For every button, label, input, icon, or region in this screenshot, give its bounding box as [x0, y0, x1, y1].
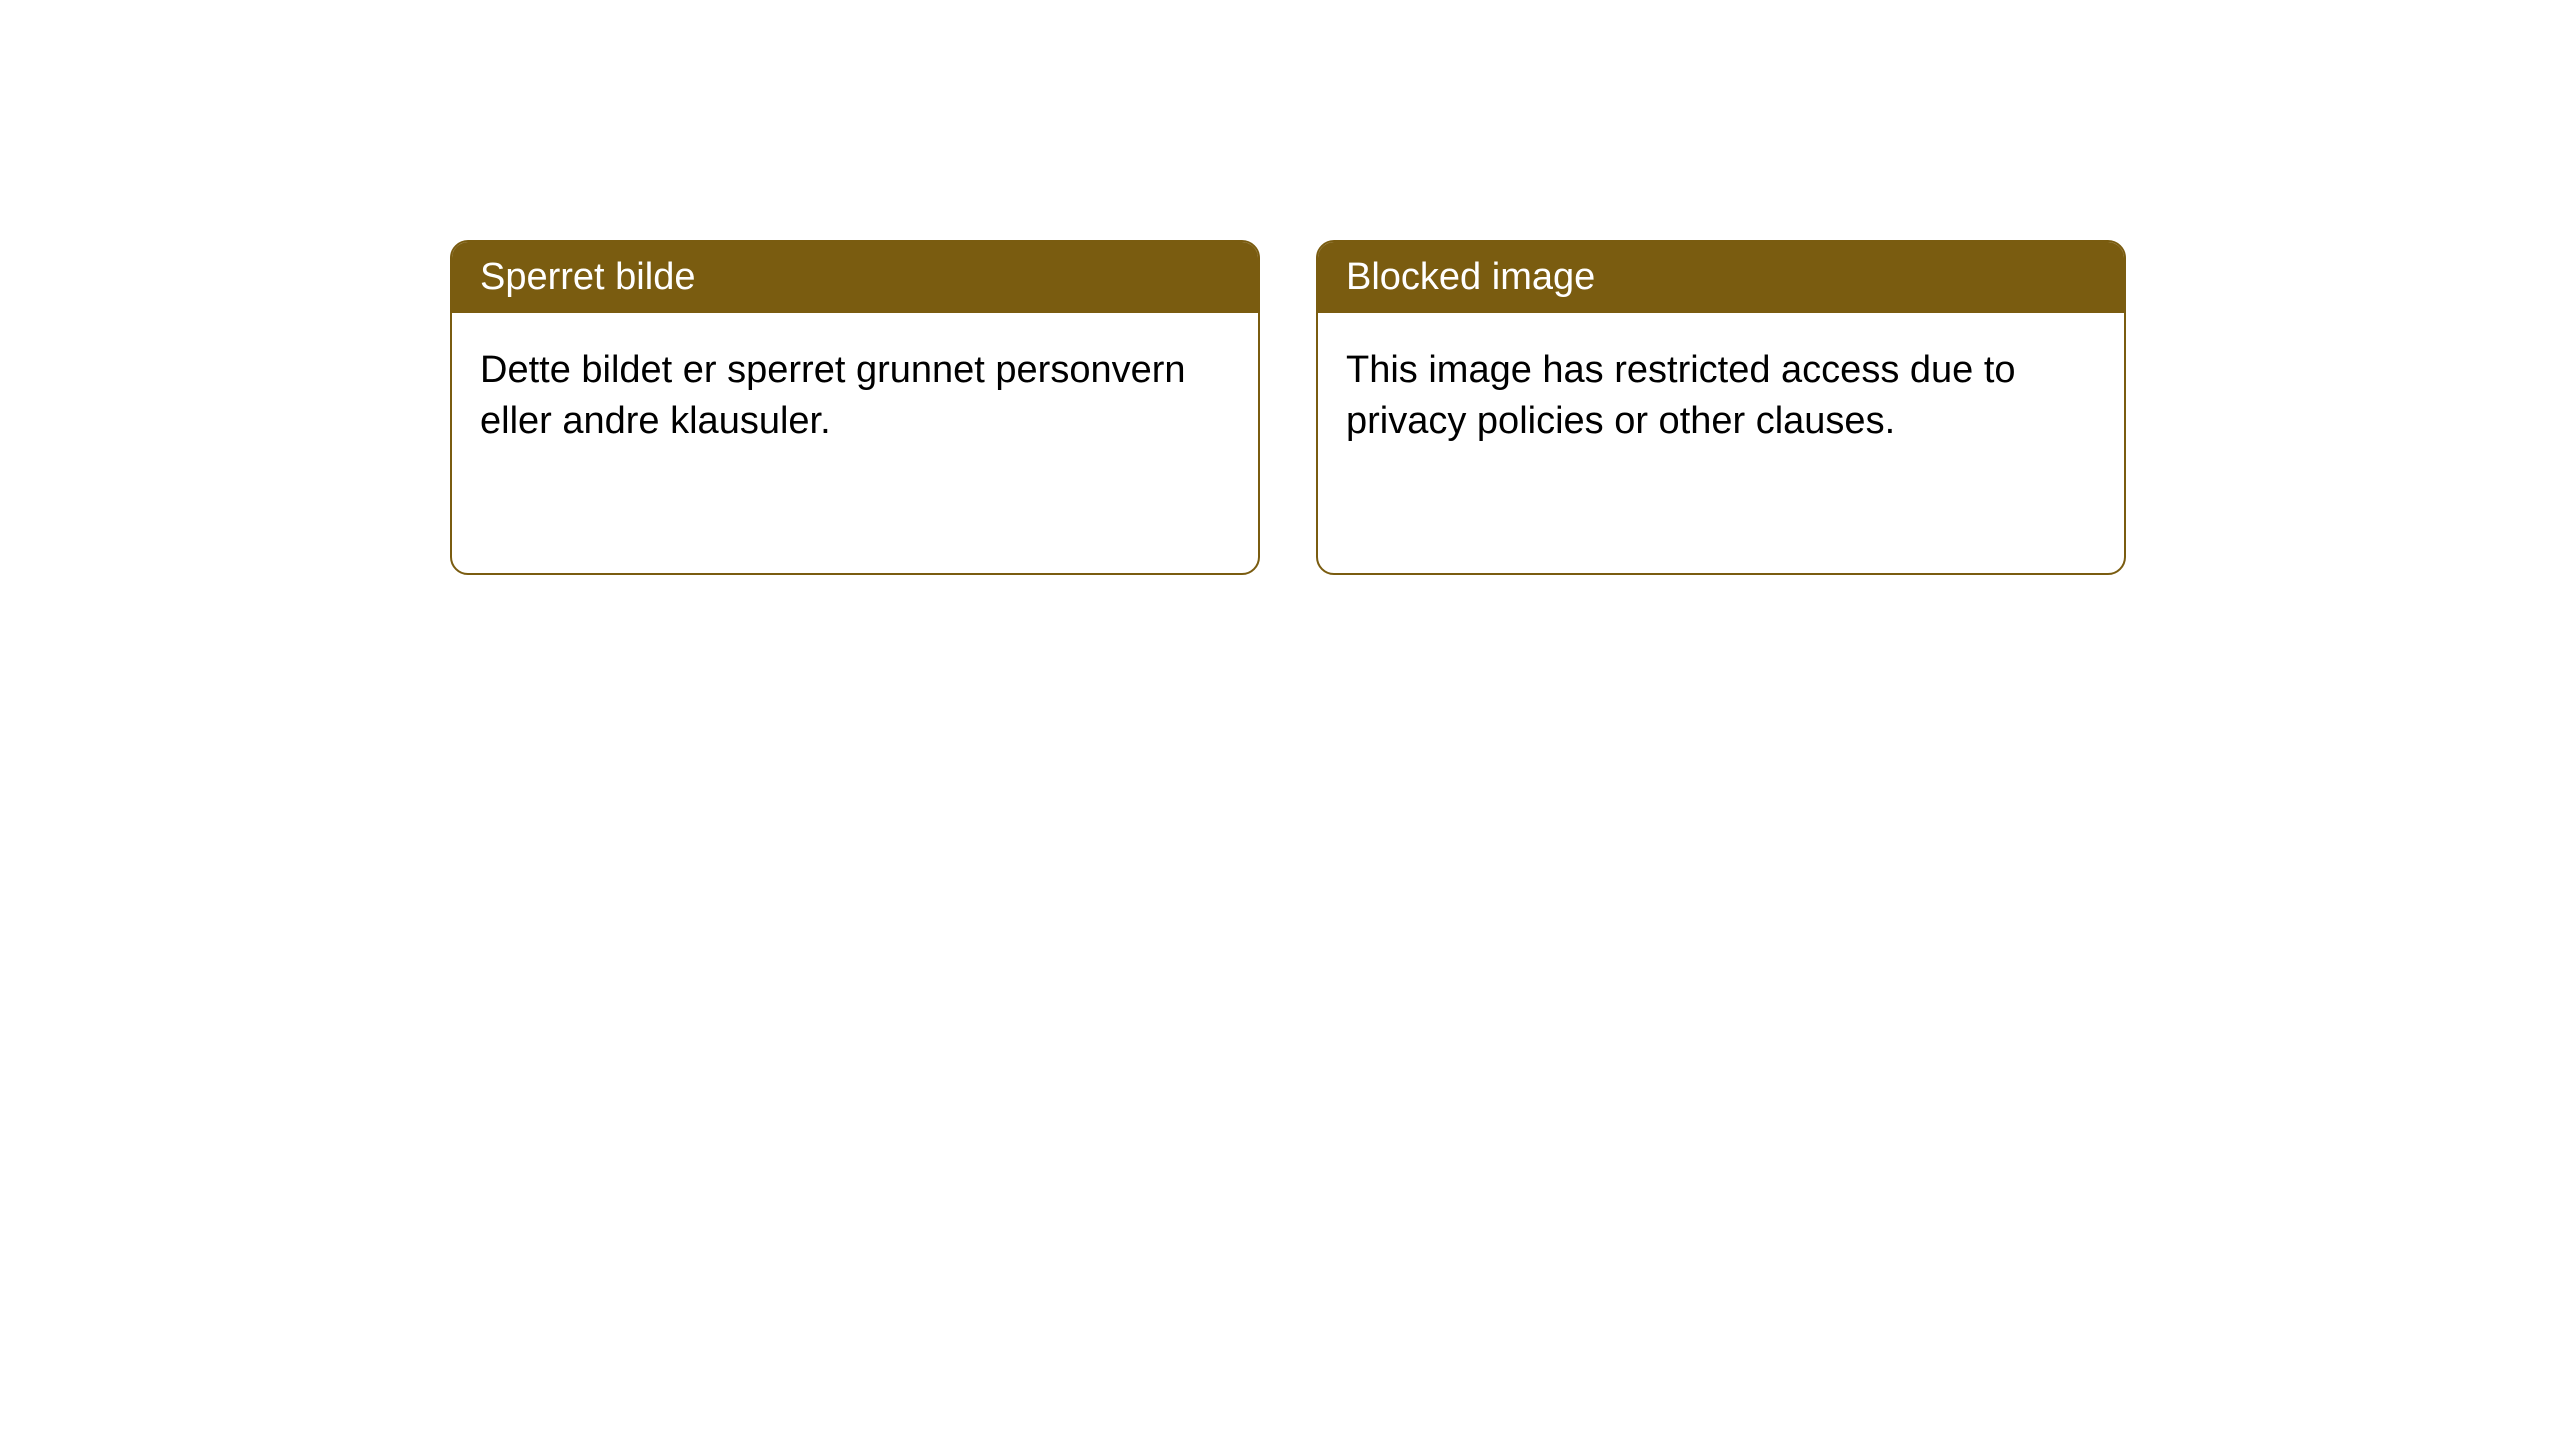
card-header: Blocked image [1318, 242, 2124, 313]
card-body: Dette bildet er sperret grunnet personve… [452, 313, 1258, 480]
notice-cards-container: Sperret bilde Dette bildet er sperret gr… [450, 240, 2126, 575]
notice-card-norwegian: Sperret bilde Dette bildet er sperret gr… [450, 240, 1260, 575]
card-body-text: Dette bildet er sperret grunnet personve… [480, 349, 1186, 442]
card-body: This image has restricted access due to … [1318, 313, 2124, 480]
notice-card-english: Blocked image This image has restricted … [1316, 240, 2126, 575]
card-body-text: This image has restricted access due to … [1346, 349, 2016, 442]
card-header: Sperret bilde [452, 242, 1258, 313]
card-title: Blocked image [1346, 256, 1595, 298]
card-title: Sperret bilde [480, 256, 695, 298]
